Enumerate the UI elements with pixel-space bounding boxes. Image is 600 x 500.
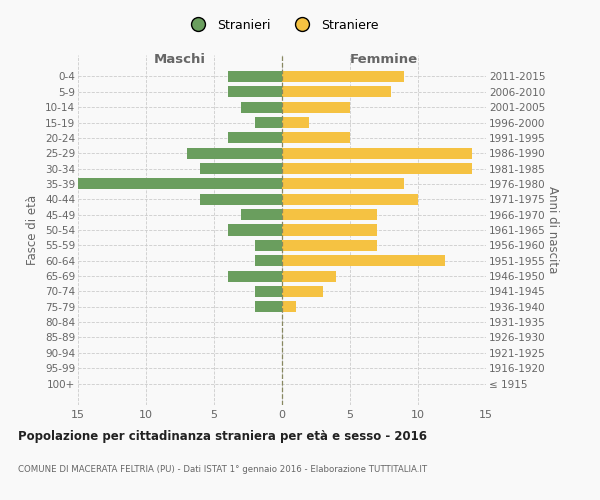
Bar bbox=[200, 163, 282, 174]
Bar bbox=[241, 209, 282, 220]
Bar bbox=[282, 86, 391, 98]
Bar bbox=[282, 117, 309, 128]
Bar bbox=[255, 117, 282, 128]
Bar bbox=[227, 270, 282, 281]
Bar bbox=[227, 132, 282, 143]
Legend: Stranieri, Straniere: Stranieri, Straniere bbox=[181, 14, 383, 37]
Text: Maschi: Maschi bbox=[154, 52, 206, 66]
Bar bbox=[282, 240, 377, 251]
Bar bbox=[241, 102, 282, 112]
Text: Femmine: Femmine bbox=[350, 52, 418, 66]
Bar bbox=[282, 286, 323, 297]
Bar bbox=[282, 163, 472, 174]
Bar bbox=[282, 255, 445, 266]
Bar bbox=[227, 86, 282, 98]
Bar bbox=[282, 71, 404, 82]
Bar bbox=[282, 209, 377, 220]
Y-axis label: Fasce di età: Fasce di età bbox=[26, 195, 40, 265]
Bar bbox=[282, 302, 296, 312]
Bar bbox=[227, 224, 282, 235]
Text: Popolazione per cittadinanza straniera per età e sesso - 2016: Popolazione per cittadinanza straniera p… bbox=[18, 430, 427, 443]
Text: COMUNE DI MACERATA FELTRIA (PU) - Dati ISTAT 1° gennaio 2016 - Elaborazione TUTT: COMUNE DI MACERATA FELTRIA (PU) - Dati I… bbox=[18, 465, 427, 474]
Y-axis label: Anni di nascita: Anni di nascita bbox=[547, 186, 559, 274]
Bar bbox=[255, 286, 282, 297]
Bar bbox=[282, 194, 418, 205]
Bar bbox=[282, 102, 350, 112]
Bar bbox=[78, 178, 282, 190]
Bar bbox=[282, 178, 404, 190]
Bar bbox=[227, 71, 282, 82]
Bar bbox=[282, 132, 350, 143]
Bar bbox=[187, 148, 282, 158]
Bar bbox=[255, 255, 282, 266]
Bar bbox=[282, 224, 377, 235]
Bar bbox=[200, 194, 282, 205]
Bar bbox=[282, 148, 472, 158]
Bar bbox=[255, 240, 282, 251]
Bar bbox=[282, 270, 337, 281]
Bar bbox=[255, 302, 282, 312]
